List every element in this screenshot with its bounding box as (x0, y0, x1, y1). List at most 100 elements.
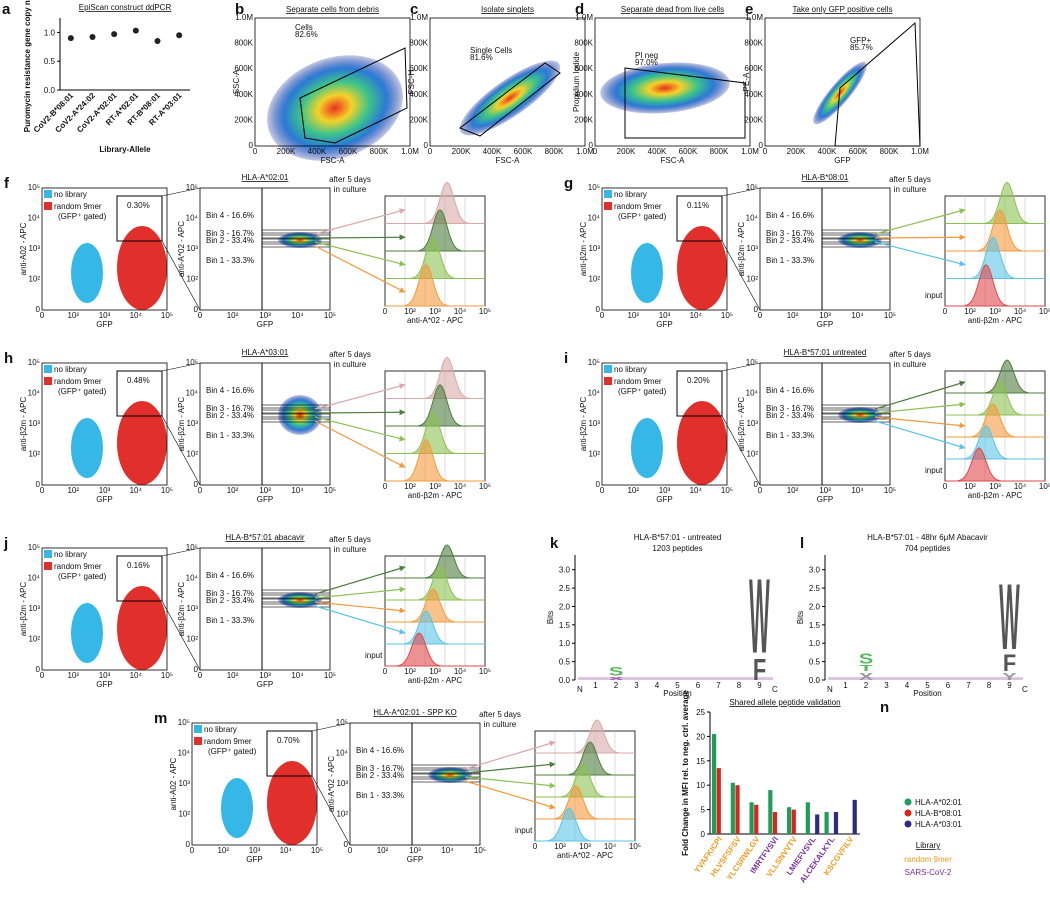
histogram (964, 425, 1008, 460)
x-tick-label: 1 (843, 681, 848, 690)
annotation: after 5 days (329, 175, 371, 184)
annotation: input (365, 651, 383, 660)
annotation: in culture (894, 185, 927, 194)
data-point (154, 38, 161, 45)
y-tick-label: 10⁵ (178, 718, 190, 727)
x-tick-label: 0 (190, 846, 195, 855)
y-tick-label: 10⁴ (588, 214, 601, 223)
y-tick-label: 10⁵ (28, 183, 40, 192)
histogram (404, 264, 448, 307)
gate-percent: 85.7% (850, 43, 873, 52)
bin-label: Bin 3 - 16.7% (766, 404, 814, 413)
y-tick-label: 0 (424, 141, 429, 150)
x-tick-label: 10⁴ (1014, 482, 1027, 491)
y-tick-label: 200K (744, 115, 763, 124)
x-tick-label: 800K (370, 147, 389, 156)
zoom-line (721, 362, 761, 372)
arrow (314, 208, 406, 235)
gate (116, 555, 163, 602)
arrow (314, 383, 406, 410)
y-tick-label: 0 (589, 141, 594, 150)
x-tick-label: 10⁴ (291, 311, 304, 320)
x-axis-label: Library-Allele (99, 145, 151, 154)
x-tick-label: 10³ (99, 671, 111, 680)
x-tick-label: 800K (545, 147, 564, 156)
bar (749, 802, 754, 834)
y-axis-label: anti-A*02 - APC (327, 756, 336, 812)
x-axis-label: GFP (96, 320, 112, 329)
legend-marker (904, 820, 912, 828)
x-tick-label: 10⁵ (479, 307, 491, 316)
cloud-library (677, 401, 727, 485)
x-tick-label: 3 (884, 681, 889, 690)
legend-label: HLA-A*03:01 (915, 820, 962, 829)
y-tick-label: 200K (574, 115, 593, 124)
y-tick-label: 0 (194, 480, 199, 489)
bar (754, 804, 759, 834)
y-tick-label: 400K (234, 90, 253, 99)
zoom-line (721, 415, 761, 486)
gate (458, 62, 561, 137)
annotation: in culture (334, 360, 367, 369)
y-tick-label: 0 (186, 840, 191, 849)
y-tick-label: 10⁴ (186, 214, 199, 223)
x-tick-label: 10⁴ (454, 667, 467, 676)
y-tick-label: 0 (36, 305, 41, 314)
legend-marker (904, 798, 912, 806)
y-tick-label: 10⁴ (28, 574, 41, 583)
panel-letter: f (4, 175, 10, 192)
x-tick-label: 400K (818, 147, 837, 156)
bin-label: Bin 4 - 16.6% (206, 211, 254, 220)
y-axis-label: Fold Change in MFI rel. to neg. ctrl. av… (681, 690, 690, 856)
panel-letter: c (410, 1, 418, 18)
y-tick-label: 0.0 (44, 86, 56, 95)
logo-letter: W (999, 565, 1020, 670)
y-tick-label: 10⁵ (746, 183, 758, 192)
x-axis-label: GFP (96, 680, 112, 689)
arrow (314, 565, 406, 595)
x-axis-label: GFP (407, 855, 423, 864)
x-tick-label: 10⁵ (474, 846, 486, 855)
legend-label: HLA-B*08:01 (915, 809, 962, 818)
y-tick-label: 600K (574, 64, 593, 73)
x-tick-label: 10³ (989, 307, 1001, 316)
x-tick-label: 0 (383, 482, 388, 491)
histogram (425, 544, 469, 579)
y-tick-label: 400K (574, 90, 593, 99)
x-tick-label: 600K (339, 147, 358, 156)
y-tick-label: 10⁴ (336, 749, 349, 758)
x-tick-label: 0 (758, 486, 763, 495)
x-axis-label: Position (663, 689, 691, 698)
histogram (418, 566, 462, 601)
y-tick-label: 10² (186, 275, 198, 284)
legend-swatch (44, 562, 52, 570)
arrow (874, 416, 966, 429)
plot-frame (199, 547, 331, 671)
x-tick-label: 10² (377, 846, 389, 855)
legend-swatch (604, 190, 612, 198)
x-tick-label: 10⁵ (161, 311, 173, 320)
gate-label: GFP+ (850, 36, 871, 45)
histogram (411, 588, 455, 623)
plot-frame (254, 17, 411, 147)
bin-label: Bin 1 - 33.3% (206, 616, 254, 625)
x-tick-label: 0 (40, 486, 45, 495)
bin-label: Bin 2 - 33.4% (766, 411, 814, 420)
x-axis-label: GFP (257, 495, 273, 504)
x-tick-label: 10³ (429, 667, 441, 676)
panel-title: Separate cells from debris (286, 5, 379, 14)
legend-label: no library (54, 365, 87, 374)
x-axis-label: GFP (817, 495, 833, 504)
x-tick-label: 9 (1007, 681, 1012, 690)
legend-swatch (194, 725, 202, 733)
y-tick-label: 10² (28, 275, 40, 284)
bar (815, 814, 820, 834)
histogram (978, 381, 1022, 416)
y-tick-label: 10³ (186, 244, 198, 253)
x-tick-label: 10⁴ (454, 482, 467, 491)
y-tick-label: 0 (36, 665, 41, 674)
x-tick-label: 10⁵ (1039, 307, 1050, 316)
x-tick-label: 10² (67, 486, 79, 495)
arrow (314, 409, 406, 416)
y-axis-label: Bits (546, 611, 555, 624)
